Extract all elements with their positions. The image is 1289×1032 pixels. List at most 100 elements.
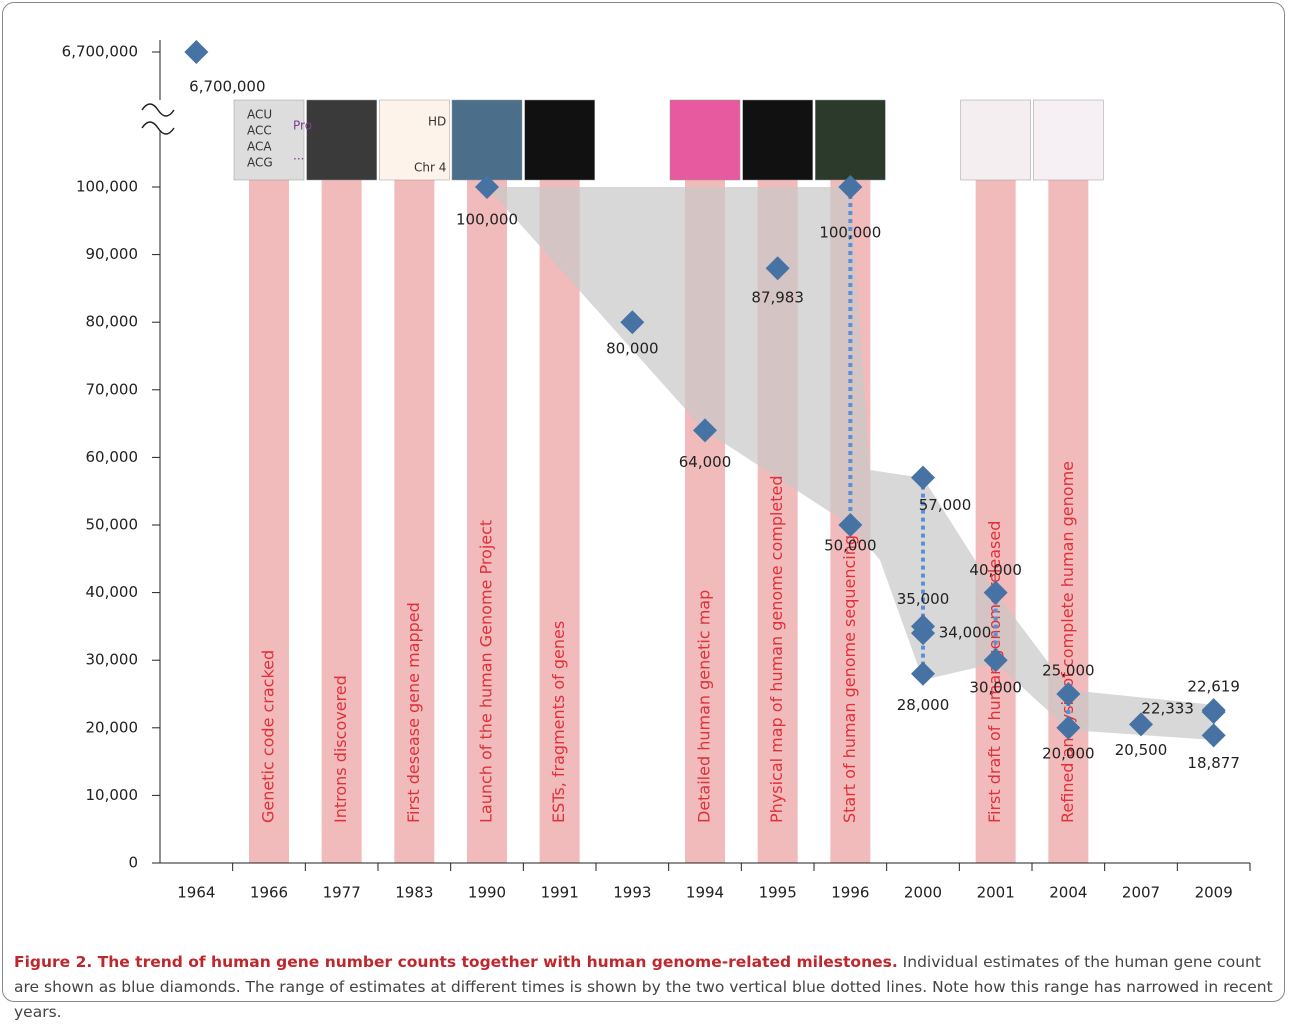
x-tick-label: 1995 — [759, 884, 797, 902]
milestone-bar — [394, 180, 435, 863]
value-label: 20,000 — [1042, 744, 1095, 762]
y-tick-label: 50,000 — [86, 516, 139, 534]
x-tick-label: 2009 — [1195, 884, 1233, 902]
thumbnail-text: ACG — [247, 156, 273, 170]
milestone-label: Start of human genome sequencing — [840, 535, 859, 823]
y-tick-label: 10,000 — [86, 786, 139, 804]
value-label: 40,000 — [969, 561, 1022, 579]
caption-text: Individual estimates of the human gene c… — [14, 953, 1273, 1021]
value-label: 30,000 — [969, 679, 1022, 697]
thumbnail — [233, 99, 305, 181]
value-label: 50,000 — [824, 537, 877, 555]
y-tick-label: 30,000 — [86, 651, 139, 669]
diamond-marker — [1201, 723, 1226, 748]
caption: Figure 2. The trend of human gene number… — [14, 950, 1276, 1025]
diamond-marker — [475, 175, 499, 199]
diamond-marker — [1201, 700, 1226, 725]
value-label: 22,619 — [1187, 678, 1240, 696]
value-label: 25,000 — [1042, 662, 1095, 680]
value-label: 6,700,000 — [189, 78, 265, 96]
diamond-marker — [983, 648, 1008, 673]
x-tick-label: 1977 — [323, 884, 361, 902]
x-tick-label: 1994 — [686, 884, 724, 902]
value-label: 57,000 — [919, 496, 972, 514]
diamond-marker — [983, 580, 1008, 605]
x-tick-label: 1966 — [250, 884, 288, 902]
milestone-label: ESTs, fragments of genes — [549, 621, 568, 823]
thumbnail — [1033, 99, 1104, 181]
value-label: 34,000 — [939, 624, 992, 642]
milestone-bar — [321, 180, 362, 863]
diamond-marker — [184, 40, 209, 64]
diamond-marker — [838, 175, 863, 199]
thumbnail — [451, 99, 523, 181]
milestone-label: Detailed human genetic map — [695, 590, 714, 823]
axis-break — [141, 103, 175, 135]
thumbnail — [742, 99, 813, 181]
thumbnail-text: ACA — [247, 140, 272, 154]
value-label: 18,877 — [1187, 754, 1240, 772]
estimate-envelope — [487, 187, 1215, 740]
thumbnail-text: HD — [428, 115, 446, 129]
y-tick-label: 80,000 — [86, 313, 139, 331]
x-tick-label: 1991 — [541, 884, 579, 902]
thumbnail-text: ACU — [247, 108, 272, 122]
x-tick-label: 2004 — [1049, 884, 1087, 902]
thumbnail — [306, 99, 377, 181]
value-label: 80,000 — [606, 340, 659, 358]
thumbnail-text: Chr 4 — [414, 161, 446, 175]
thumbnail — [524, 99, 595, 181]
value-label: 100,000 — [456, 211, 518, 229]
milestone-bar — [975, 180, 1016, 863]
milestone-bar — [249, 180, 289, 863]
diamond-marker — [911, 661, 935, 686]
milestone-label: Genetic code cracked — [259, 650, 278, 823]
diamond-marker — [1129, 712, 1153, 737]
thumbnail — [960, 99, 1031, 181]
diamond-marker — [693, 418, 717, 443]
y-tick-label: 70,000 — [86, 380, 139, 398]
y-tick-label: 90,000 — [86, 245, 139, 263]
y-tick-label: 60,000 — [86, 448, 139, 466]
figure-frame — [2, 2, 1285, 1002]
y-tick-label: 40,000 — [86, 583, 139, 601]
x-tick-label: 1993 — [613, 884, 651, 902]
thumbnail-text: ... — [293, 149, 304, 163]
milestone-bar — [467, 180, 507, 863]
diamond-marker — [911, 621, 935, 646]
y-tick-label: 0 — [128, 854, 138, 872]
value-label: 20,500 — [1115, 741, 1168, 759]
x-tick-label: 1990 — [468, 884, 506, 902]
milestone-label: Introns discovered — [331, 675, 350, 823]
value-label: 22,333 — [1141, 700, 1194, 718]
x-tick-label: 1983 — [395, 884, 433, 902]
y-tick-label: 20,000 — [86, 718, 139, 736]
value-label: 100,000 — [819, 224, 881, 242]
x-tick-label: 1964 — [177, 884, 215, 902]
milestone-bar — [1048, 180, 1089, 863]
y-tick-label: 6,700,000 — [62, 43, 138, 61]
value-label: 28,000 — [897, 696, 950, 714]
milestone-bar — [539, 180, 580, 863]
thumbnail-text: ACC — [247, 124, 272, 138]
value-label: 64,000 — [679, 453, 732, 471]
x-tick-label: 2000 — [904, 884, 942, 902]
value-label: 87,983 — [751, 289, 804, 307]
milestone-label: Launch of the human Genome Project — [477, 520, 496, 823]
milestone-label: First desease gene mapped — [404, 602, 423, 823]
diamond-marker — [620, 310, 645, 335]
thumbnail — [379, 99, 450, 181]
diamond-marker — [911, 465, 935, 490]
caption-title: Figure 2. The trend of human gene number… — [14, 953, 898, 971]
diamond-marker — [1056, 682, 1081, 706]
diamond-marker — [1056, 715, 1081, 740]
thumbnail-text: Pro — [293, 119, 312, 133]
thumbnail — [815, 99, 886, 181]
chart: Genetic code cracked Introns discovered Fi… — [62, 40, 1251, 902]
thumbnail — [669, 99, 741, 181]
x-tick-label: 2001 — [977, 884, 1015, 902]
x-tick-label: 1996 — [831, 884, 869, 902]
diamond-marker — [838, 513, 863, 537]
x-tick-label: 2007 — [1122, 884, 1160, 902]
